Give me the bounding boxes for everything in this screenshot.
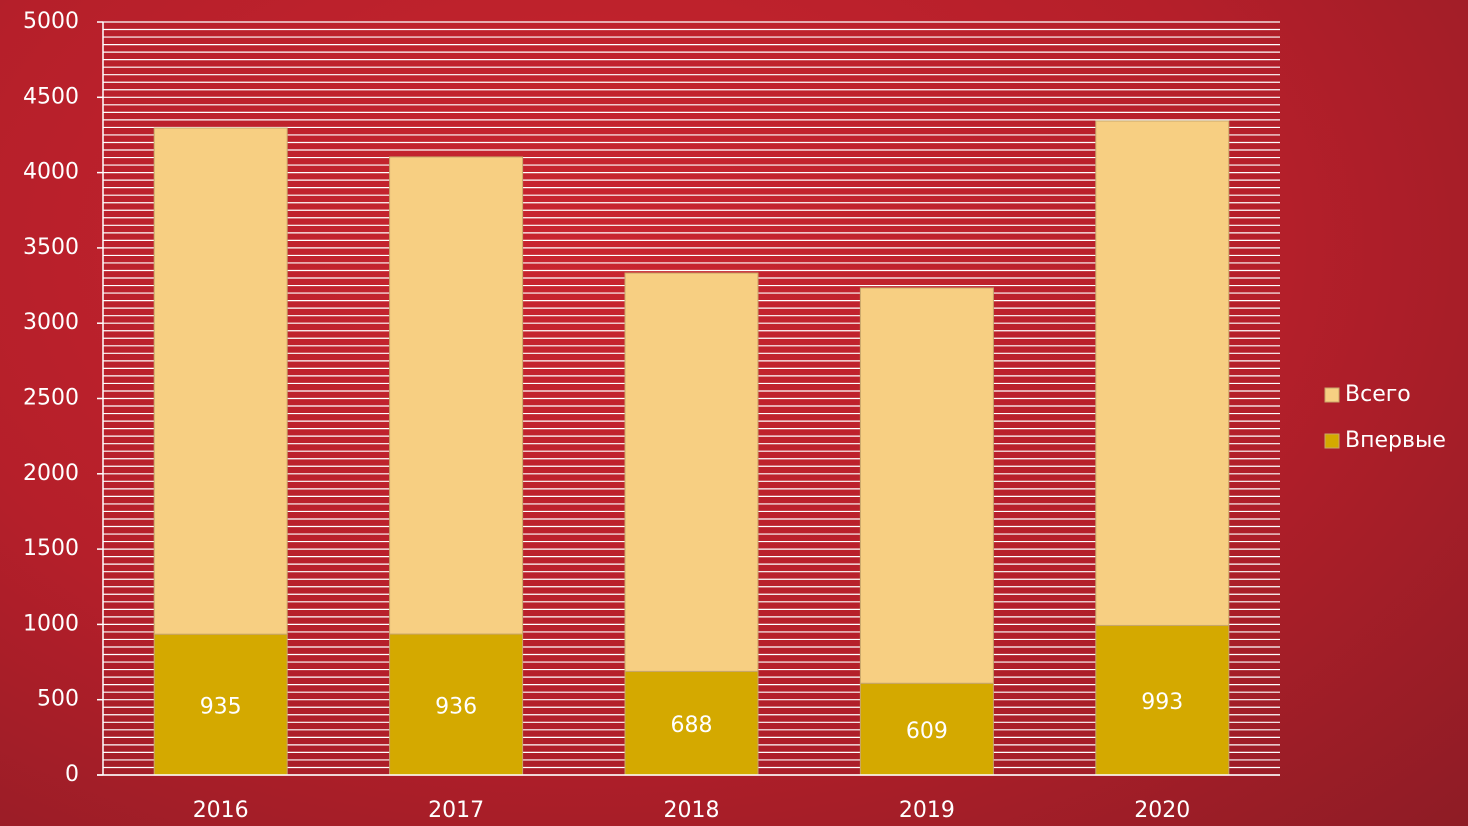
bar-segment <box>153 127 288 635</box>
y-tick-label: 500 <box>37 687 79 712</box>
x-tick-label: 2020 <box>1134 798 1190 823</box>
data-label: 993 <box>1141 690 1183 715</box>
data-label: 688 <box>671 713 713 738</box>
bar-segment <box>859 287 994 684</box>
x-tick-label: 2016 <box>193 798 249 823</box>
bar-segment <box>153 633 288 776</box>
bar-segment <box>1095 624 1230 776</box>
bar-segment <box>389 633 524 776</box>
y-tick-label: 0 <box>65 762 79 787</box>
bar-segment <box>859 682 994 776</box>
x-tick-label: 2018 <box>664 798 720 823</box>
bar-segment <box>624 272 759 672</box>
y-tick-label: 2500 <box>23 386 79 411</box>
x-tick-label: 2017 <box>428 798 484 823</box>
y-tick-label: 1000 <box>23 611 79 636</box>
bar-segment <box>1095 120 1230 626</box>
y-tick-label: 4000 <box>23 160 79 185</box>
x-tick-label: 2019 <box>899 798 955 823</box>
legend-swatch <box>1324 433 1340 449</box>
y-tick-label: 3500 <box>23 235 79 260</box>
data-label: 609 <box>906 719 948 744</box>
data-label: 935 <box>200 695 242 720</box>
y-tick-label: 1500 <box>23 536 79 561</box>
y-tick-label: 2000 <box>23 461 79 486</box>
y-tick-label: 3000 <box>23 310 79 335</box>
legend-label: Всего <box>1345 382 1411 407</box>
legend-label: Впервые <box>1345 428 1446 453</box>
data-label: 936 <box>435 695 477 720</box>
bar-segment <box>389 156 524 635</box>
y-tick-label: 5000 <box>23 9 79 34</box>
legend-swatch <box>1324 387 1340 403</box>
bar-segment <box>624 670 759 776</box>
y-tick-label: 4500 <box>23 84 79 109</box>
